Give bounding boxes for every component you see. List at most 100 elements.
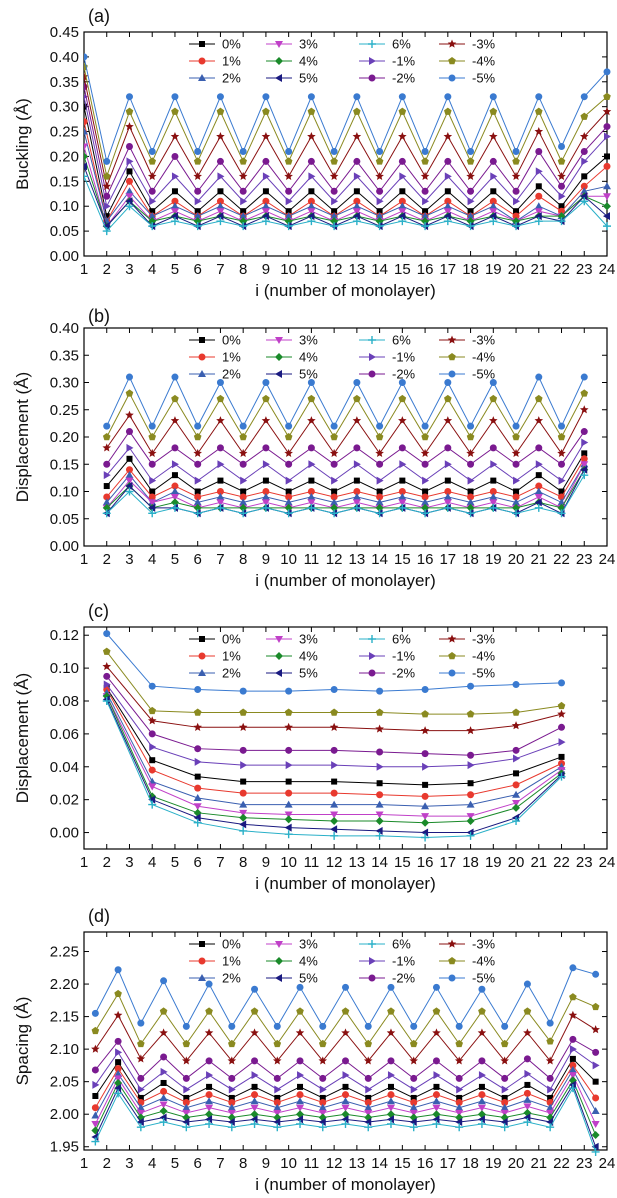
data-point (466, 509, 475, 518)
data-point (387, 1007, 395, 1015)
data-point (375, 811, 384, 819)
data-point (443, 416, 453, 425)
data-point (535, 373, 543, 381)
data-point (159, 1118, 168, 1127)
data-point (239, 422, 247, 430)
x-tick-label: 9 (262, 1155, 270, 1172)
data-point (398, 488, 406, 495)
data-point (477, 1028, 487, 1037)
data-point (352, 212, 360, 221)
legend-marker (448, 669, 456, 677)
data-point (194, 493, 202, 501)
data-point (535, 192, 543, 200)
x-tick-label: 5 (171, 854, 179, 871)
data-point (466, 726, 475, 735)
data-point (147, 448, 157, 457)
x-axis-label: i (number of monolayer) (255, 281, 435, 300)
series--3% (102, 405, 589, 457)
data-point (250, 1104, 259, 1112)
data-point (387, 983, 395, 991)
data-point (364, 1109, 373, 1117)
data-point (511, 448, 521, 457)
data-point (432, 983, 440, 991)
data-point (444, 379, 452, 386)
data-point (239, 746, 247, 754)
data-point (375, 171, 384, 180)
data-point (137, 1085, 145, 1094)
data-point (170, 202, 179, 210)
y-tick-label: 0.04 (50, 759, 79, 776)
x-tick-label: 12 (326, 551, 343, 568)
data-point (331, 197, 339, 206)
legend-marker (448, 353, 456, 361)
data-point (342, 983, 349, 991)
x-tick-label: 16 (417, 551, 434, 568)
data-point (194, 476, 202, 485)
data-point (341, 1119, 350, 1128)
data-point (331, 208, 338, 215)
x-tick-label: 13 (349, 261, 366, 278)
data-point (216, 379, 224, 386)
series-4% (102, 692, 566, 827)
data-point (103, 680, 111, 689)
legend-marker (275, 370, 282, 378)
data-point (466, 212, 475, 220)
data-point (591, 1106, 600, 1114)
data-point (319, 1098, 327, 1106)
data-point (125, 202, 134, 211)
data-point (500, 1056, 509, 1065)
data-point (375, 509, 384, 518)
data-point (114, 966, 122, 974)
data-point (148, 783, 157, 791)
data-point (422, 208, 429, 215)
chart-panel: (b)1 2 3 4 5 6 7 8 9 10 11 12 13 14 15 16 17 18 19 20 21 22 23… (13, 306, 615, 590)
data-point (102, 647, 111, 655)
x-tick-label: 16 (417, 854, 434, 871)
data-point (216, 488, 224, 495)
data-point (228, 1074, 236, 1082)
legend-marker (447, 335, 457, 344)
data-point (489, 444, 497, 452)
data-point (239, 809, 248, 817)
y-tick-label: 0.15 (50, 173, 79, 190)
data-point (125, 373, 133, 381)
legend-marker (448, 652, 456, 660)
x-tick-label: 6 (194, 261, 202, 278)
data-point (216, 93, 224, 101)
series--2% (91, 1035, 600, 1082)
data-point (284, 212, 293, 220)
data-point (240, 197, 248, 206)
data-point (296, 1057, 304, 1065)
data-point (261, 503, 270, 512)
y-tick-label: 2.10 (50, 1041, 79, 1058)
data-point (376, 187, 384, 195)
data-point (307, 93, 315, 101)
data-point (262, 394, 270, 403)
data-point (568, 1010, 578, 1019)
data-point (443, 492, 452, 500)
x-tick-label: 9 (262, 551, 270, 568)
series-line (84, 76, 608, 189)
data-point (239, 509, 248, 518)
data-point (91, 1066, 99, 1074)
data-point (478, 985, 486, 993)
data-point (194, 197, 202, 206)
y-tick-label: 0.00 (50, 248, 79, 265)
data-point (433, 1083, 440, 1090)
data-point (512, 803, 521, 812)
data-point (512, 460, 520, 468)
data-point (489, 492, 498, 500)
data-point (591, 1025, 600, 1034)
data-point (557, 448, 566, 457)
data-point (204, 1028, 214, 1037)
data-point (251, 985, 259, 993)
data-point (149, 197, 157, 206)
data-point (512, 790, 521, 798)
data-point (308, 172, 316, 181)
data-point (592, 1078, 599, 1085)
data-point (421, 493, 429, 501)
x-tick-label: 6 (194, 1155, 202, 1172)
data-point (92, 1080, 100, 1089)
data-point (125, 471, 134, 479)
series--2% (84, 83, 611, 200)
